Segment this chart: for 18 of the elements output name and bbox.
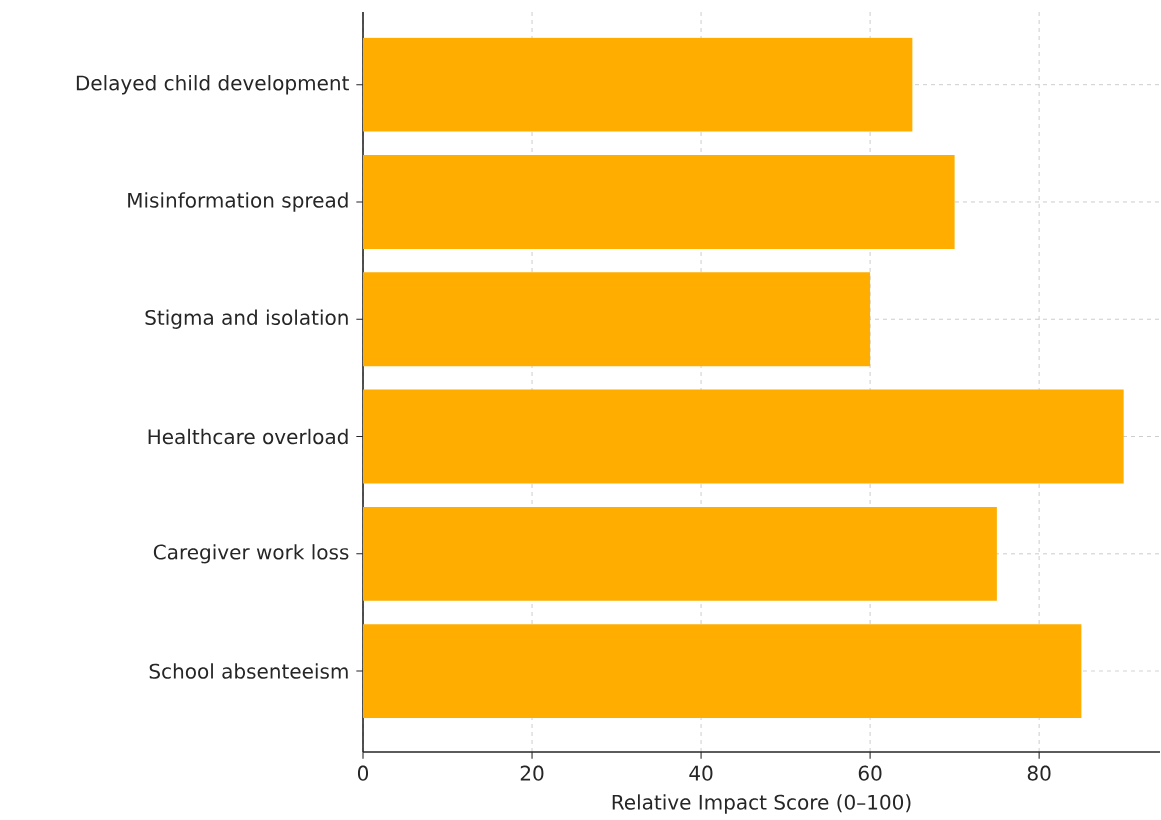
y-tick-label: Stigma and isolation: [145, 309, 348, 329]
bar: [363, 389, 1124, 484]
x-tick-label: 20: [520, 765, 544, 781]
x-tick-label: 80: [1027, 765, 1051, 781]
x-tick-label: 60: [858, 765, 882, 781]
bar: [363, 154, 955, 249]
y-tick-label: Healthcare overload: [148, 428, 348, 445]
bar: [363, 506, 997, 601]
y-tick-label: Misinformation spread: [128, 192, 348, 212]
x-tick-label: 0: [357, 765, 369, 781]
bar: [363, 37, 913, 132]
y-tick-label: Delayed child development: [76, 74, 349, 95]
bar: [363, 272, 871, 367]
y-tick-label: School absenteeism: [149, 663, 348, 679]
bar: [363, 624, 1082, 718]
y-tick-label: Caregiver work loss: [153, 543, 349, 564]
x-tick-label: 40: [689, 765, 713, 781]
x-axis-title: Relative Impact Score (0–100): [612, 794, 911, 814]
